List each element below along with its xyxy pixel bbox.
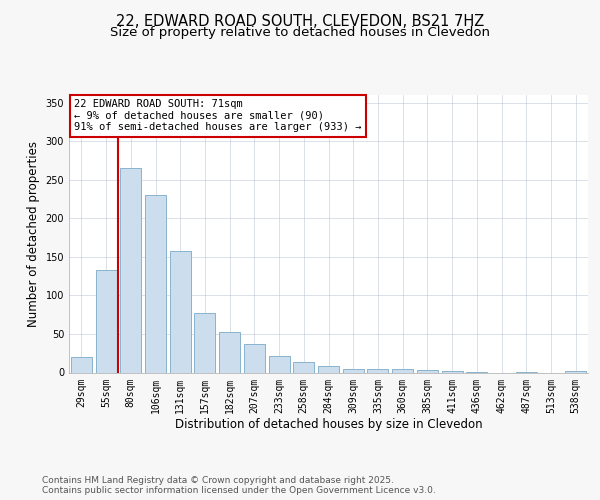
- Bar: [71, 357, 92, 372]
- Text: 22 EDWARD ROAD SOUTH: 71sqm
← 9% of detached houses are smaller (90)
91% of semi: 22 EDWARD ROAD SOUTH: 71sqm ← 9% of deta…: [74, 99, 362, 132]
- Bar: [392, 368, 413, 372]
- Bar: [343, 368, 364, 372]
- Bar: [269, 356, 290, 372]
- Text: 22, EDWARD ROAD SOUTH, CLEVEDON, BS21 7HZ: 22, EDWARD ROAD SOUTH, CLEVEDON, BS21 7H…: [116, 14, 484, 29]
- Bar: [145, 195, 166, 372]
- Bar: [170, 252, 191, 372]
- Y-axis label: Number of detached properties: Number of detached properties: [27, 141, 40, 327]
- Bar: [442, 371, 463, 372]
- Bar: [244, 344, 265, 372]
- Bar: [293, 362, 314, 372]
- Bar: [417, 370, 438, 372]
- Bar: [120, 168, 141, 372]
- Text: Contains HM Land Registry data © Crown copyright and database right 2025.: Contains HM Land Registry data © Crown c…: [42, 476, 394, 485]
- Text: Size of property relative to detached houses in Clevedon: Size of property relative to detached ho…: [110, 26, 490, 39]
- Text: Contains public sector information licensed under the Open Government Licence v3: Contains public sector information licen…: [42, 486, 436, 495]
- Bar: [318, 366, 339, 372]
- Bar: [367, 370, 388, 372]
- Bar: [219, 332, 240, 372]
- Bar: [95, 270, 116, 372]
- X-axis label: Distribution of detached houses by size in Clevedon: Distribution of detached houses by size …: [175, 418, 482, 431]
- Bar: [565, 371, 586, 372]
- Bar: [194, 313, 215, 372]
